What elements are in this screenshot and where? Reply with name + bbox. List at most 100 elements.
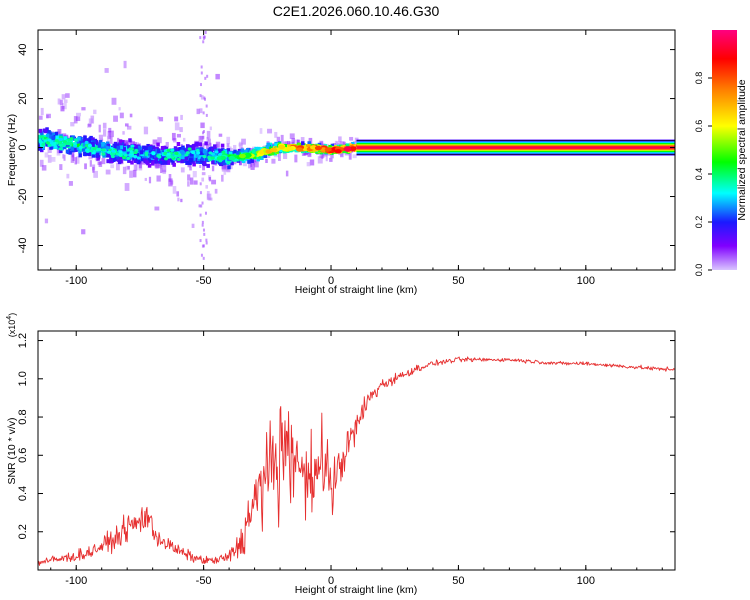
spectrogram-noise-cell bbox=[202, 228, 205, 232]
spectrogram-noise-cell bbox=[214, 188, 218, 194]
spectrogram-signal-cell bbox=[244, 149, 248, 154]
spectrogram-signal-cell bbox=[127, 158, 131, 163]
spectrogram-noise-cell bbox=[233, 144, 237, 150]
spectrogram-noise-cell bbox=[46, 113, 51, 119]
spectrogram-noise-cell bbox=[44, 152, 49, 158]
spectrogram-noise-cell bbox=[338, 136, 342, 142]
spectrogram-noise-cell bbox=[70, 154, 75, 163]
spectrogram-noise-cell bbox=[309, 159, 315, 166]
spectrogram-signal-cell bbox=[95, 153, 99, 158]
spectrogram-signal-cell bbox=[198, 155, 202, 160]
snr-y-tick-label: 0.8 bbox=[17, 409, 29, 424]
spectrogram-signal-cell bbox=[44, 129, 48, 134]
spectrogram-signal-cell bbox=[184, 156, 189, 161]
spectrogram-noise-cell bbox=[199, 239, 202, 243]
spectrogram-noise-cell bbox=[207, 138, 211, 146]
spectrogram-signal-cell bbox=[252, 149, 256, 154]
spectrogram-noise-cell bbox=[113, 115, 118, 122]
spectrogram-noise-cell bbox=[280, 134, 284, 142]
spectrogram-signal-cell bbox=[247, 159, 251, 164]
spectrogram-signal-cell bbox=[159, 155, 164, 160]
spectrogram-signal-cell bbox=[209, 147, 214, 152]
spectrogram-peak-blob bbox=[101, 148, 106, 152]
spectrogram-noise-cell bbox=[102, 122, 107, 129]
spectrogram-x-tick-label: 50 bbox=[452, 275, 464, 287]
spectrogram-noise-cell bbox=[88, 118, 93, 124]
spectrogram-signal-cell bbox=[273, 151, 277, 156]
spectrogram-y-tick-label: -40 bbox=[17, 238, 29, 254]
spectrogram-peak-blob bbox=[85, 149, 90, 154]
snr-x-tick-label: -50 bbox=[196, 575, 212, 587]
spectrogram-peak-blob bbox=[69, 137, 74, 141]
spectrogram-noise-cell bbox=[161, 164, 167, 173]
spectrogram-noise-cell bbox=[183, 137, 186, 142]
spectrogram-noise-cell bbox=[320, 141, 324, 150]
spectrogram-noise-cell bbox=[138, 160, 142, 169]
spectrogram-noise-cell bbox=[203, 35, 206, 39]
colorbar-label: Normalized spectral amplitude bbox=[736, 79, 748, 220]
spectrogram-signal-cell bbox=[195, 153, 200, 158]
spectrogram-noise-cell bbox=[200, 71, 203, 75]
spectrogram-signal-cell bbox=[188, 161, 192, 166]
spectrogram-noise-cell bbox=[226, 136, 231, 145]
spectrogram-signal-cell bbox=[206, 163, 210, 168]
spectrogram-signal-cell bbox=[230, 161, 234, 166]
spectrogram-signal-cell bbox=[96, 156, 100, 161]
spectrogram-noise-cell bbox=[193, 180, 198, 185]
spectrogram-noise-cell bbox=[206, 74, 209, 78]
snr-x-tick-label: 50 bbox=[452, 575, 464, 587]
spectrogram-signal-cell bbox=[130, 160, 134, 165]
spectrogram-peak-blob bbox=[133, 151, 138, 155]
spectrogram-signal-cell bbox=[186, 144, 191, 149]
spectrogram-signal-cell bbox=[233, 149, 237, 154]
spectrogram-noise-cell bbox=[292, 139, 298, 144]
spectrogram-peak-blob bbox=[45, 141, 50, 145]
spectrogram-noise-cell bbox=[201, 201, 204, 205]
spectrogram-noise-cell bbox=[119, 112, 124, 119]
spectrogram-noise-cell bbox=[265, 158, 268, 164]
spectrogram-signal-cell bbox=[79, 136, 83, 141]
spectrogram-signal-cell bbox=[113, 143, 117, 148]
snr-frame bbox=[37, 330, 676, 571]
spectrogram-noise-cell bbox=[157, 137, 162, 144]
spectrogram-signal-cell bbox=[171, 160, 175, 165]
spectrogram-noise-cell bbox=[215, 141, 221, 148]
spectrogram-peak-blob bbox=[89, 149, 94, 153]
spectrogram-noise-cell bbox=[44, 218, 49, 224]
spectrogram-signal-cell bbox=[106, 159, 110, 164]
spectrogram-signal-cell bbox=[55, 135, 59, 140]
spectrogram-signal-cell bbox=[40, 132, 44, 137]
spectrogram-noise-cell bbox=[226, 143, 230, 151]
spectrogram-peak-blob bbox=[166, 152, 171, 156]
spectrogram-signal-cell bbox=[207, 148, 212, 153]
spectrogram-noise-cell bbox=[199, 164, 202, 168]
spectrogram-noise-cell bbox=[196, 108, 200, 115]
spectrogram-noise-cell bbox=[39, 159, 44, 167]
spectrogram-noise-cell bbox=[68, 181, 73, 186]
spectrogram-signal-cell bbox=[126, 151, 131, 156]
spectrogram-signal-cell bbox=[213, 151, 217, 156]
spectrogram-signal-cell bbox=[139, 150, 144, 155]
spectrogram-noise-cell bbox=[202, 165, 205, 171]
spectrogram-signal-cell bbox=[128, 138, 132, 143]
spectrogram-signal-cell bbox=[297, 142, 301, 147]
spectrogram-noise-cell bbox=[122, 166, 127, 175]
spectrogram-noise-cell bbox=[142, 160, 146, 165]
spectrogram-noise-cell bbox=[259, 128, 263, 134]
spectrogram-noise-cell bbox=[110, 164, 115, 169]
spectrogram-peak-blob bbox=[65, 141, 70, 146]
spectrogram-signal-cell bbox=[182, 148, 186, 153]
spectrogram-signal-cell bbox=[38, 146, 42, 151]
spectrogram-noise-cell bbox=[93, 170, 98, 178]
spectrogram-noise-cell bbox=[215, 73, 220, 80]
spectrogram-noise-cell bbox=[66, 173, 70, 179]
spectrogram-noise-cell bbox=[179, 127, 183, 133]
spectrogram-noise-cell bbox=[102, 129, 107, 137]
spectrogram-noise-cell bbox=[159, 117, 164, 122]
spectrogram-signal-cell bbox=[87, 151, 92, 156]
spectrogram-noise-cell bbox=[211, 165, 215, 172]
spectrogram-noise-cell bbox=[156, 175, 161, 182]
colorbar: 0.0 0.2 0.4 0.6 0.8 Normalized spectral ampl… bbox=[694, 30, 748, 276]
spectrogram-noise-cell bbox=[88, 155, 93, 160]
spectrogram-signal-cell bbox=[49, 142, 53, 147]
